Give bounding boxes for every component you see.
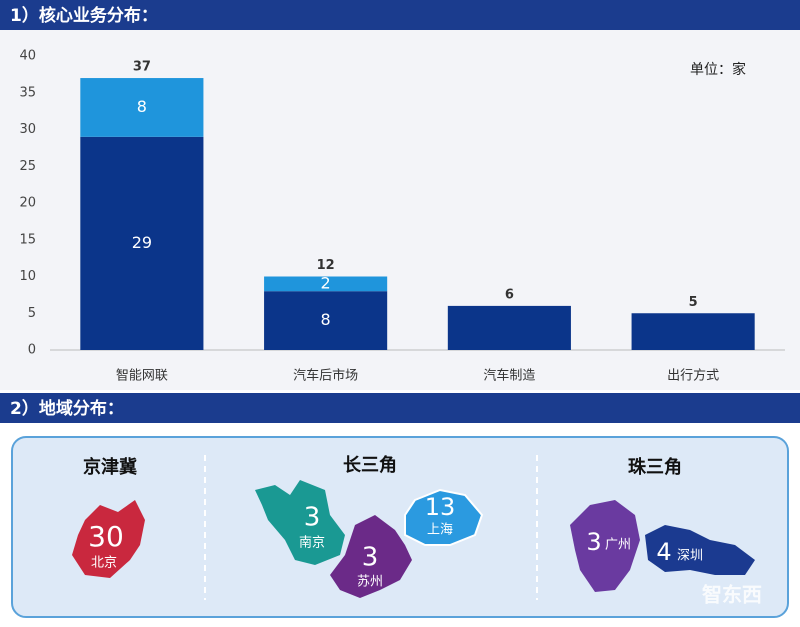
x-tick-label: 汽车后市场 xyxy=(293,368,358,384)
city-shape xyxy=(645,525,755,575)
city-name: 上海 xyxy=(427,523,453,538)
city-name: 深圳 xyxy=(677,549,703,564)
data-label: 8 xyxy=(137,97,147,116)
city-shape xyxy=(72,500,145,578)
y-tick-label: 25 xyxy=(19,159,36,174)
y-tick-label: 15 xyxy=(19,232,36,247)
city-name: 南京 xyxy=(299,535,325,551)
region-title: 长三角 xyxy=(343,454,397,476)
data-label: 29 xyxy=(132,233,152,252)
section-header xyxy=(0,0,800,30)
region-title: 京津冀 xyxy=(83,456,137,478)
bar-segment xyxy=(264,276,388,292)
data-label: 8 xyxy=(321,310,331,329)
city-shape xyxy=(330,515,412,598)
chart: 0 5 10 15 20 25 30 35 40 智能网联 29 8 37 汽车后市场 8 212 汽车制造 6 出… xyxy=(19,49,785,384)
x-tick-label: 智能网联 xyxy=(116,369,168,384)
y-tick-label: 35 xyxy=(19,85,36,100)
total-label: 12 xyxy=(317,258,335,273)
data-label: 2 xyxy=(321,273,331,292)
bar-segment xyxy=(264,291,388,350)
y-tick-label: 0 xyxy=(28,343,36,358)
y-tick-label: 30 xyxy=(19,122,36,137)
city-shape xyxy=(570,500,640,592)
bar-segment xyxy=(80,136,204,350)
y-tick-label: 20 xyxy=(19,196,36,211)
region-title: 珠三角 xyxy=(628,456,682,478)
city-value: 4 xyxy=(656,538,671,566)
section-header xyxy=(0,393,800,423)
bar-segment xyxy=(447,305,571,350)
y-tick-label: 5 xyxy=(28,306,36,321)
city-value: 3 xyxy=(586,528,601,556)
section-title: 1）核心业务分布： xyxy=(10,5,158,26)
total-label: 5 xyxy=(689,295,698,310)
city-shape xyxy=(404,488,484,546)
bar-segment xyxy=(631,313,755,350)
city-name: 苏州 xyxy=(357,574,383,590)
total-label: 6 xyxy=(505,287,514,302)
city-name: 北京 xyxy=(91,556,117,571)
section-title: 2）地域分布： xyxy=(10,398,124,419)
y-tick-label: 10 xyxy=(19,269,36,284)
city-name: 广州 xyxy=(605,538,631,553)
city-shape xyxy=(255,480,345,565)
bar-segment xyxy=(80,78,204,137)
city-value: 30 xyxy=(88,520,124,553)
x-tick-label: 汽车制造 xyxy=(483,368,535,384)
total-label: 37 xyxy=(133,60,151,75)
y-tick-label: 40 xyxy=(19,49,36,64)
watermark: 智东西 xyxy=(702,583,762,607)
city-value: 13 xyxy=(425,493,456,521)
x-tick-label: 出行方式 xyxy=(667,368,719,384)
unit-annotation: 单位：家 xyxy=(690,61,746,78)
city-value: 3 xyxy=(304,503,321,533)
city-value: 3 xyxy=(362,543,379,573)
